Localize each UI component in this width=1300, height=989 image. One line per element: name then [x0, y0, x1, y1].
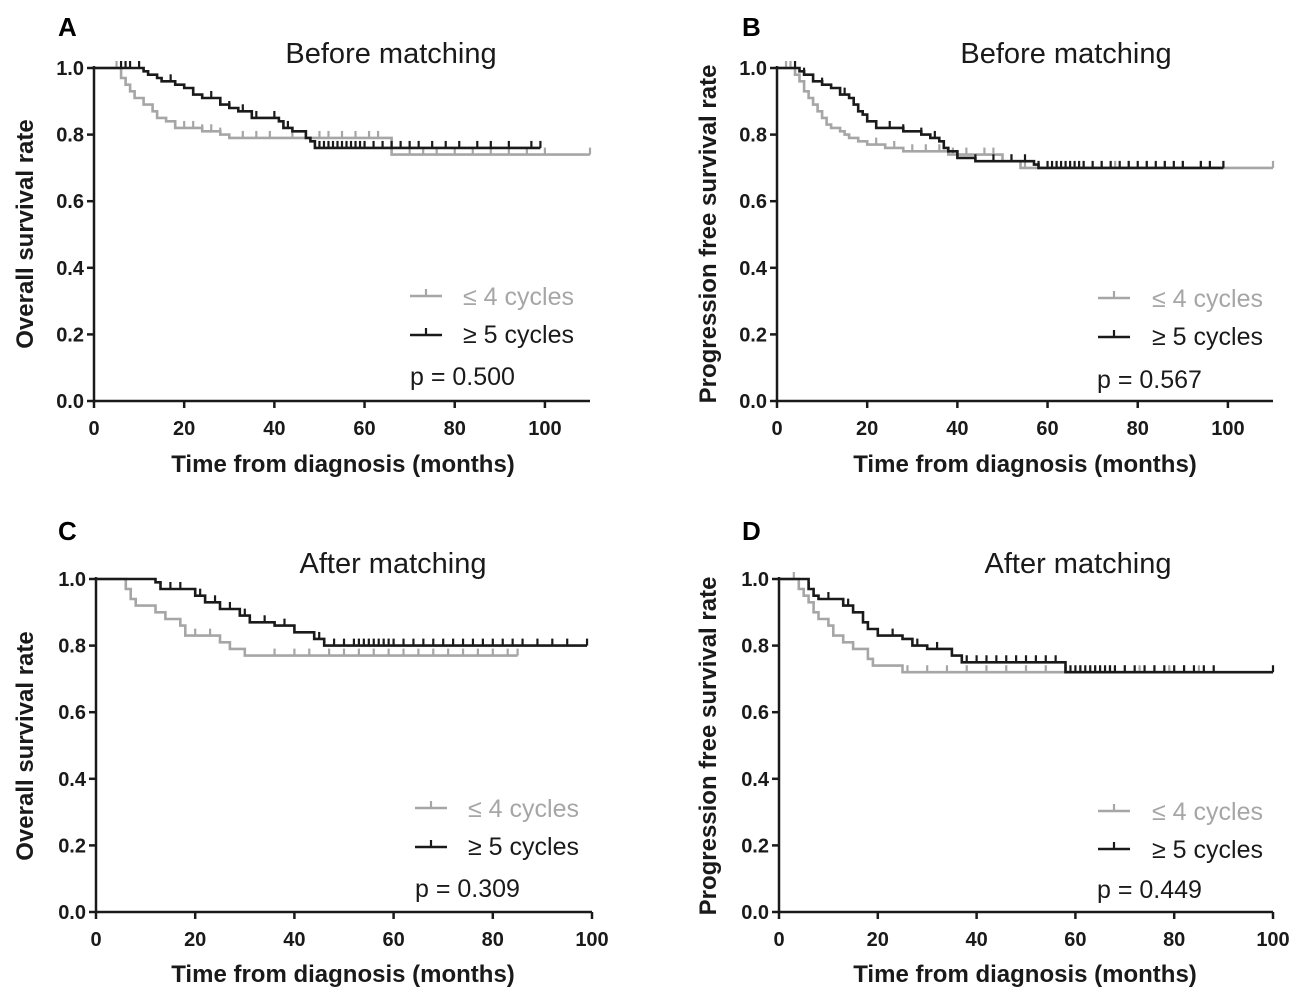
y-tick-label: 0.2 [739, 324, 767, 346]
p-value: p = 0.309 [415, 875, 520, 903]
y-axis-label: Overall survival rate [12, 631, 39, 860]
x-tick-label: 60 [382, 929, 404, 951]
x-tick-label: 60 [1064, 929, 1086, 951]
x-tick-label: 0 [90, 929, 101, 951]
x-tick-label: 40 [263, 418, 285, 440]
survival-curve-le4 [777, 66, 1273, 170]
legend-label-le4: ≤ 4 cycles [1152, 285, 1263, 313]
chart-title: After matching [300, 548, 487, 580]
legend-label-ge5: ≥ 5 cycles [1152, 836, 1263, 864]
survival-curve-le4 [94, 66, 590, 156]
chart-title: After matching [985, 548, 1172, 580]
y-tick-label: 0.4 [56, 258, 85, 280]
legend-label-ge5: ≥ 5 cycles [468, 833, 579, 861]
panel-letter: B [742, 12, 761, 42]
panel-b: B Before matching Time from diagnosis (m… [695, 12, 1275, 478]
x-tick-label: 100 [1211, 418, 1244, 440]
y-tick-label: 0.0 [58, 902, 86, 924]
y-tick-label: 0.2 [58, 835, 86, 857]
y-axis-label: Progression free survival rate [695, 577, 722, 916]
legend-label-le4: ≤ 4 cycles [468, 795, 579, 823]
x-tick-label: 60 [1036, 418, 1058, 440]
x-tick-label: 80 [482, 929, 504, 951]
y-tick-label: 0.4 [739, 258, 768, 280]
legend-label-le4: ≤ 4 cycles [1152, 798, 1263, 826]
x-tick-label: 0 [773, 929, 784, 951]
panel-letter: C [58, 516, 77, 546]
x-axis-label: Time from diagnosis (months) [853, 961, 1197, 988]
survival-curve-ge5 [96, 577, 587, 647]
x-tick-label: 40 [283, 929, 305, 951]
x-tick-label: 100 [528, 418, 561, 440]
x-tick-label: 0 [88, 418, 99, 440]
x-tick-label: 20 [173, 418, 195, 440]
y-tick-label: 0.8 [56, 125, 84, 147]
survival-curve-ge5 [779, 577, 1273, 674]
y-tick-label: 0.0 [56, 391, 84, 413]
y-tick-label: 1.0 [741, 569, 769, 591]
y-tick-label: 0.6 [58, 702, 86, 724]
x-tick-label: 40 [946, 418, 968, 440]
y-tick-label: 0.4 [741, 769, 770, 791]
x-tick-label: 100 [1256, 929, 1289, 951]
x-tick-label: 0 [771, 418, 782, 440]
x-tick-label: 80 [1127, 418, 1149, 440]
y-tick-label: 0.6 [739, 191, 767, 213]
y-tick-label: 0.4 [58, 769, 87, 791]
chart-title: Before matching [285, 38, 496, 70]
y-tick-label: 0.8 [741, 636, 769, 658]
legend-label-ge5: ≥ 5 cycles [463, 321, 574, 349]
y-tick-label: 0.2 [741, 835, 769, 857]
y-tick-label: 1.0 [58, 569, 86, 591]
y-tick-label: 0.8 [739, 125, 767, 147]
y-tick-label: 0.0 [739, 391, 767, 413]
p-value: p = 0.500 [410, 363, 515, 391]
survival-curve-ge5 [94, 66, 541, 150]
panel-letter: D [742, 516, 761, 546]
panel-c: C After matching Time from diagnosis (mo… [12, 516, 609, 988]
y-axis-label: Overall survival rate [12, 119, 39, 348]
p-value: p = 0.567 [1097, 366, 1202, 394]
x-tick-label: 80 [1163, 929, 1185, 951]
x-axis-label: Time from diagnosis (months) [853, 451, 1197, 478]
y-tick-label: 0.6 [56, 191, 84, 213]
x-tick-label: 100 [575, 929, 608, 951]
panel-d: D After matching Time from diagnosis (mo… [695, 516, 1290, 988]
chart-title: Before matching [960, 38, 1171, 70]
legend-label-ge5: ≥ 5 cycles [1152, 323, 1263, 351]
x-tick-label: 40 [965, 929, 987, 951]
y-tick-label: 0.2 [56, 324, 84, 346]
y-tick-label: 1.0 [56, 58, 84, 80]
x-tick-label: 20 [867, 929, 889, 951]
survival-curve-ge5 [777, 66, 1224, 170]
survival-curve-le4 [779, 577, 1199, 674]
legend-label-le4: ≤ 4 cycles [463, 283, 574, 311]
x-axis-label: Time from diagnosis (months) [171, 961, 515, 988]
y-tick-label: 0.0 [741, 902, 769, 924]
y-tick-label: 0.8 [58, 636, 86, 658]
x-tick-label: 20 [856, 418, 878, 440]
x-tick-label: 20 [184, 929, 206, 951]
panel-letter: A [58, 12, 77, 42]
y-tick-label: 1.0 [739, 58, 767, 80]
panel-a: A Before matching Time from diagnosis (m… [12, 12, 592, 478]
x-axis-label: Time from diagnosis (months) [171, 451, 515, 478]
y-axis-label: Progression free survival rate [695, 65, 722, 404]
x-tick-label: 80 [444, 418, 466, 440]
survival-curve-le4 [96, 577, 518, 657]
p-value: p = 0.449 [1097, 876, 1202, 904]
x-tick-label: 60 [353, 418, 375, 440]
y-tick-label: 0.6 [741, 702, 769, 724]
